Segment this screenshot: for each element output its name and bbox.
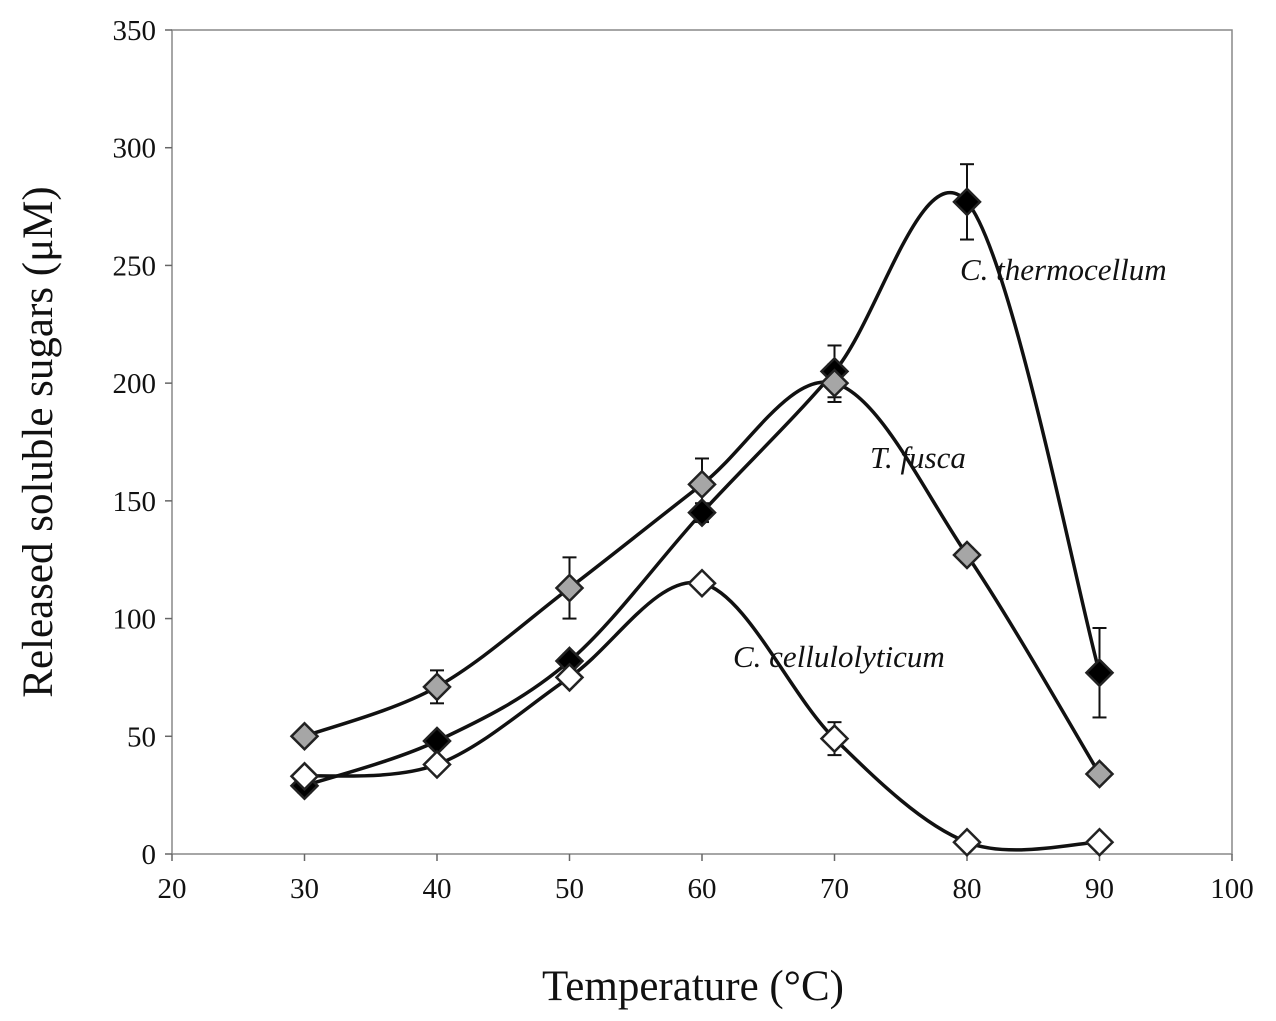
data-point-t-fusca — [1084, 759, 1115, 789]
x-tick-label: 20 — [158, 873, 187, 905]
x-tick-label: 60 — [688, 873, 717, 905]
series-curve-c-cellulolyticum — [304, 580, 1100, 852]
series-curve-t-fusca — [303, 380, 1101, 775]
data-point-t-fusca — [422, 672, 452, 702]
data-point-t-fusca — [554, 573, 585, 603]
data-point-t-fusca — [952, 540, 982, 570]
x-tick-label: 30 — [290, 873, 319, 905]
data-point-c-cellulolyticum — [687, 568, 717, 599]
y-tick-label: 300 — [113, 133, 157, 165]
y-tick-label: 50 — [127, 721, 156, 753]
x-tick-label: 90 — [1085, 873, 1114, 905]
y-axis-ticks: 0 50 100 150 200 250 300 350 — [113, 15, 172, 871]
data-points — [289, 187, 1115, 857]
data-point-c-thermocellum — [952, 187, 982, 217]
data-point-c-thermocellum — [687, 497, 717, 528]
data-point-c-cellulolyticum — [952, 827, 982, 857]
label-c-cellulolyticum: C. cellulolyticum — [733, 639, 945, 674]
x-tick-label: 80 — [953, 873, 982, 905]
data-point-c-cellulolyticum — [289, 761, 320, 792]
x-tick-label: 40 — [423, 873, 452, 905]
y-tick-label: 200 — [113, 368, 157, 400]
data-point-c-cellulolyticum — [1084, 827, 1115, 857]
series-curve-c-thermocellum — [303, 190, 1102, 788]
data-point-t-fusca — [289, 721, 320, 752]
y-tick-label: 350 — [113, 15, 157, 47]
x-axis-title: Temperature (°C) — [542, 963, 844, 1010]
label-c-thermocellum: C. thermocellum — [960, 252, 1167, 287]
data-point-t-fusca — [819, 368, 850, 398]
y-tick-label: 0 — [142, 839, 157, 871]
x-tick-label: 50 — [555, 873, 584, 905]
x-axis-ticks: 20 30 40 50 60 70 80 90 100 — [158, 854, 1254, 905]
x-tick-label: 100 — [1210, 873, 1254, 905]
data-point-t-fusca — [687, 469, 717, 500]
data-point-c-cellulolyticum — [819, 723, 850, 754]
data-point-c-cellulolyticum — [422, 749, 452, 780]
y-axis-title: Released soluble sugars (μM) — [15, 186, 62, 697]
y-tick-label: 150 — [113, 486, 157, 518]
data-point-c-thermocellum — [1084, 657, 1115, 688]
y-tick-label: 100 — [113, 604, 157, 636]
x-tick-label: 70 — [820, 873, 849, 905]
data-point-c-cellulolyticum — [554, 662, 585, 693]
label-t-fusca: T. fusca — [870, 440, 966, 475]
y-tick-label: 250 — [113, 250, 157, 282]
